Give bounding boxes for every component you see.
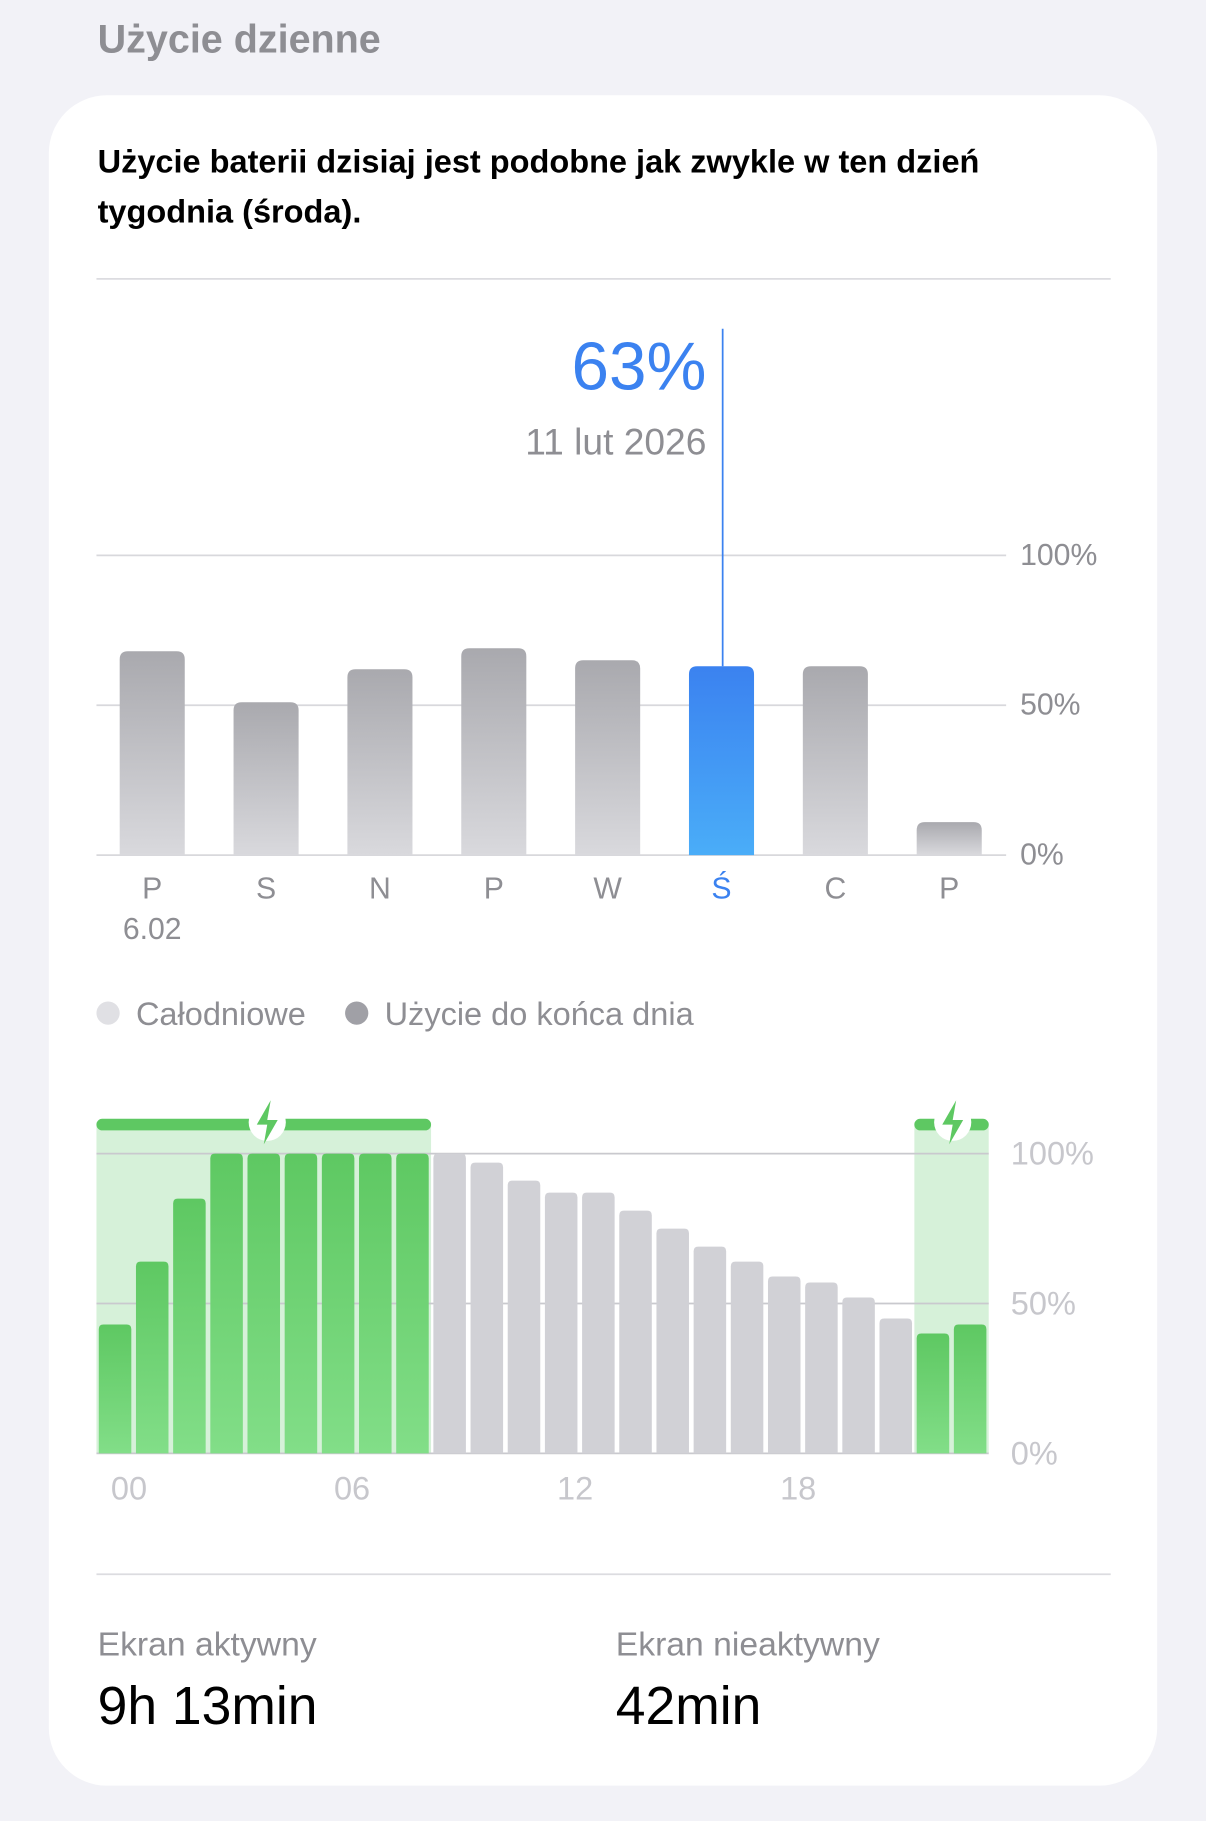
bar (233, 702, 299, 856)
bar (767, 1276, 801, 1454)
bar (396, 1153, 429, 1454)
bar (321, 1153, 355, 1454)
bar (688, 666, 755, 856)
x-tick-label: S (256, 872, 276, 905)
bar (582, 1192, 615, 1454)
stat-label: Ekran nieaktywny (616, 1627, 880, 1664)
y-tick-label: 50% (1020, 689, 1080, 722)
bar (98, 1324, 132, 1454)
y-tick-label: 0% (1011, 1435, 1058, 1471)
y-tick-label: 50% (1011, 1286, 1076, 1322)
x-tick-label: 12 (557, 1470, 593, 1506)
bar (879, 1318, 913, 1454)
bar (135, 1261, 169, 1454)
charging-icon (942, 1100, 964, 1145)
bar (802, 666, 868, 856)
legend-label: Użycie do końca dnia (385, 996, 695, 1032)
legend-swatch (96, 1001, 120, 1025)
bar (916, 822, 982, 856)
bar (119, 651, 185, 856)
selected-value: 63% (572, 330, 707, 405)
y-tick-label: 100% (1011, 1136, 1094, 1172)
bar (284, 1153, 318, 1454)
date-label: 6.02 (123, 913, 182, 946)
summary-line: tygodnia (środa). (98, 193, 362, 229)
legend-swatch (345, 1001, 369, 1025)
x-tick-label: 18 (780, 1470, 816, 1506)
bar (656, 1228, 689, 1454)
stat-value: 42min (616, 1677, 762, 1736)
bar (842, 1297, 875, 1454)
x-tick-label: P (939, 872, 959, 905)
bar (461, 648, 527, 856)
bar (359, 1153, 392, 1454)
bar (247, 1153, 281, 1454)
bar (575, 660, 641, 856)
bar (805, 1282, 838, 1454)
x-tick-label: N (369, 872, 391, 905)
x-tick-label: P (142, 872, 162, 905)
x-tick-label: Ś (711, 871, 731, 905)
x-tick-label: 00 (111, 1470, 147, 1506)
bar (916, 1333, 950, 1454)
bar (507, 1180, 541, 1454)
summary-line: Użycie baterii dzisiaj jest podobne jak … (98, 143, 980, 179)
section-title: Użycie dzienne (98, 18, 381, 62)
selected-date: 11 lut 2026 (525, 420, 706, 462)
stat-value: 9h 13min (98, 1677, 318, 1736)
legend-label: Całodniowe (136, 996, 306, 1032)
x-tick-label: C (824, 872, 846, 905)
bar (953, 1324, 987, 1454)
y-tick-label: 0% (1020, 839, 1064, 872)
stat-label: Ekran aktywny (98, 1627, 317, 1664)
bar (210, 1153, 243, 1454)
bar (693, 1246, 727, 1454)
x-tick-label: 06 (334, 1470, 370, 1506)
bar (347, 669, 413, 856)
bar (173, 1198, 206, 1454)
bar (619, 1210, 652, 1454)
y-tick-label: 100% (1020, 539, 1097, 572)
bar (730, 1261, 764, 1454)
charging-icon (256, 1100, 278, 1145)
bar (544, 1192, 578, 1454)
x-tick-label: P (484, 872, 504, 905)
bar (433, 1153, 466, 1454)
bar (470, 1162, 504, 1454)
x-tick-label: W (593, 872, 622, 905)
